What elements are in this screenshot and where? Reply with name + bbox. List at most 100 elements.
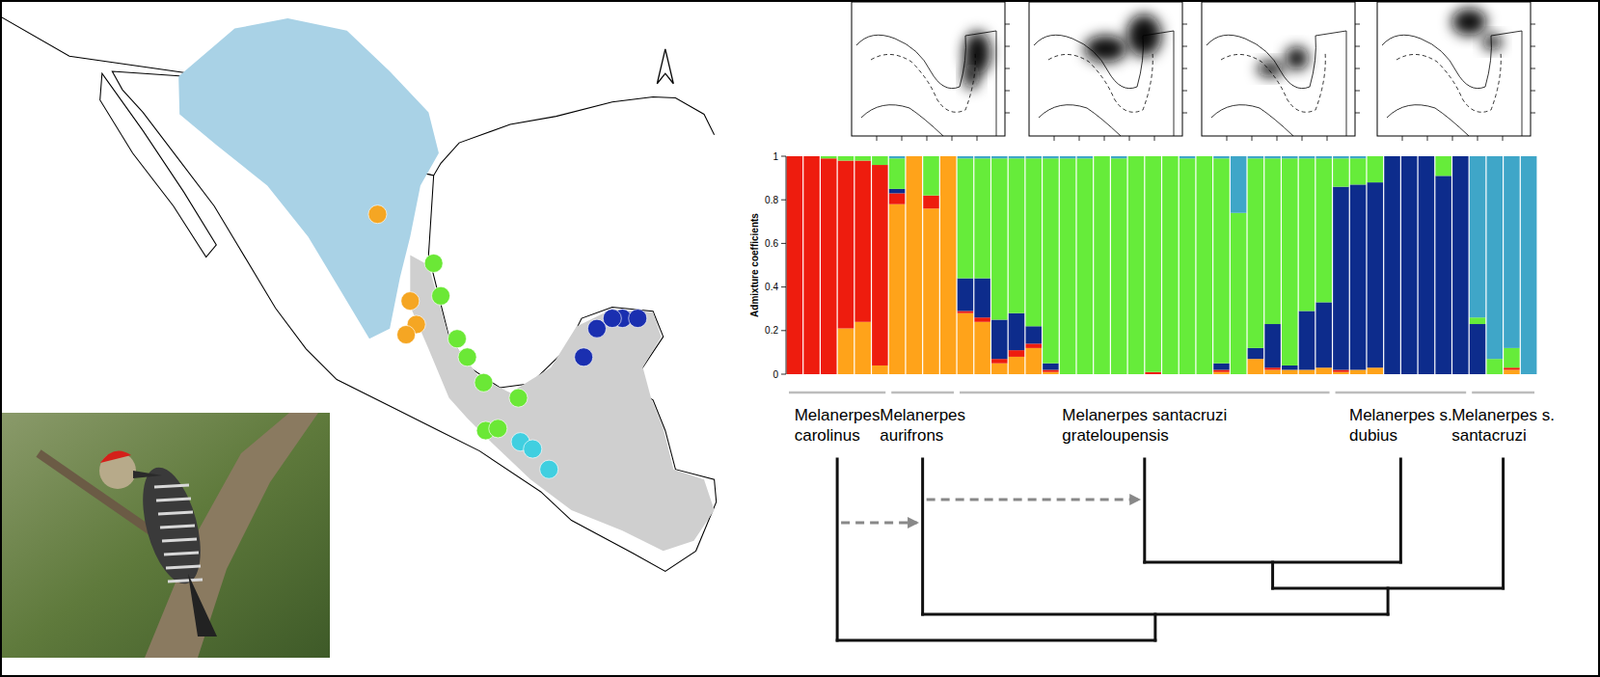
tick-label: 0.8 [764, 194, 779, 206]
range-south [409, 255, 714, 552]
panel-tick [1530, 24, 1536, 26]
panel-tick [1355, 90, 1360, 92]
sample-site [432, 286, 451, 305]
stripe [167, 579, 203, 582]
bar-segment [1213, 372, 1230, 375]
bar-segment [889, 204, 906, 375]
bar-segment [1008, 158, 1026, 313]
group-label: dubius [1349, 426, 1398, 445]
bar-segment [957, 158, 975, 278]
panel-tick [1182, 24, 1188, 26]
bar-segment [1452, 156, 1469, 158]
panel-frame [1201, 1, 1356, 136]
panel-tick [1530, 112, 1536, 114]
bar-segment [1144, 156, 1162, 373]
stripe [156, 498, 191, 501]
bar-segment [786, 156, 804, 375]
bar-segment [1350, 156, 1367, 159]
bar-segment [1025, 158, 1042, 326]
bar-segment [1144, 156, 1162, 158]
density [1451, 8, 1487, 36]
group-underline [1335, 391, 1467, 395]
panel-tick [1182, 112, 1188, 114]
sample-site [488, 419, 508, 438]
density-panel [851, 1, 1010, 141]
bar-segment [1264, 324, 1281, 368]
bar-segment [871, 156, 889, 158]
bar-segment [906, 156, 923, 375]
panel-tick [901, 135, 903, 141]
tree-branch [921, 459, 924, 615]
sample-site [458, 348, 477, 367]
tree-branch [1386, 588, 1390, 615]
bar-segment [1025, 325, 1042, 344]
bar-segment [1281, 158, 1299, 366]
panel-tick [1004, 68, 1010, 70]
panel-tick [1502, 135, 1504, 141]
axis-title: Admixture coefficients [749, 213, 760, 318]
stripe [158, 512, 193, 515]
bar-segment [1332, 187, 1350, 371]
panel-tick [1355, 112, 1360, 114]
bar-segment [1367, 367, 1384, 375]
bar-segment [1247, 348, 1265, 359]
bar-segment [1008, 156, 1026, 159]
panel-frame [1029, 1, 1183, 136]
tree-branch [1399, 459, 1403, 563]
stripe [162, 539, 197, 542]
bar-segment [1111, 158, 1128, 375]
bar-segment [1367, 156, 1384, 183]
bar-segment [1418, 156, 1436, 375]
bar-segment [1350, 184, 1367, 370]
bar-segment [1469, 156, 1487, 318]
bar-segment [1264, 369, 1281, 375]
stripe [163, 552, 199, 555]
bar-segment [838, 328, 855, 375]
bar-segment [1315, 156, 1332, 159]
tick [781, 243, 787, 245]
panel-tick [951, 135, 953, 141]
tree-branch [1501, 459, 1505, 589]
panel-tick [1182, 90, 1188, 92]
bar-segment [1042, 372, 1059, 375]
panel-tick [1226, 135, 1228, 141]
panel-tick [1004, 46, 1010, 48]
group-label: Melanerpes s. [1451, 406, 1555, 425]
panel-tick [1327, 135, 1329, 141]
bar-segment [871, 156, 889, 165]
sample-site [540, 460, 559, 479]
stripe [154, 485, 190, 488]
panel-tick [1452, 135, 1454, 141]
panel-frame [851, 1, 1005, 136]
bar-segment [1179, 156, 1196, 159]
sample-site [523, 439, 543, 459]
group-underline [788, 391, 886, 395]
tree [837, 459, 1503, 641]
bar-segment [1452, 156, 1469, 158]
tick [781, 374, 787, 376]
bar-segment [1486, 358, 1503, 375]
group-underline [1471, 391, 1535, 395]
bar-segment [940, 156, 957, 375]
panel-tick [1054, 135, 1056, 141]
tree-branch [1153, 614, 1157, 641]
bar-segment [1264, 156, 1281, 159]
outline [1206, 30, 1347, 136]
bar-segment [820, 158, 838, 375]
bar-segment [1196, 156, 1214, 158]
photo [1, 412, 330, 658]
bar-segment [1042, 156, 1059, 159]
bar-segment [1025, 156, 1042, 159]
bar-segment [922, 156, 940, 196]
bar-segment [1247, 358, 1265, 375]
bar-segment [974, 158, 991, 278]
panel-tick [1427, 135, 1429, 141]
sample-site [474, 373, 493, 392]
bar-segment [871, 365, 889, 375]
density-panel [1029, 1, 1188, 141]
tree-branch [1271, 562, 1275, 589]
bar-segment [1503, 156, 1520, 349]
bar-segment [922, 195, 940, 210]
bar-segment [1315, 367, 1332, 375]
bar-segment [1093, 156, 1111, 375]
